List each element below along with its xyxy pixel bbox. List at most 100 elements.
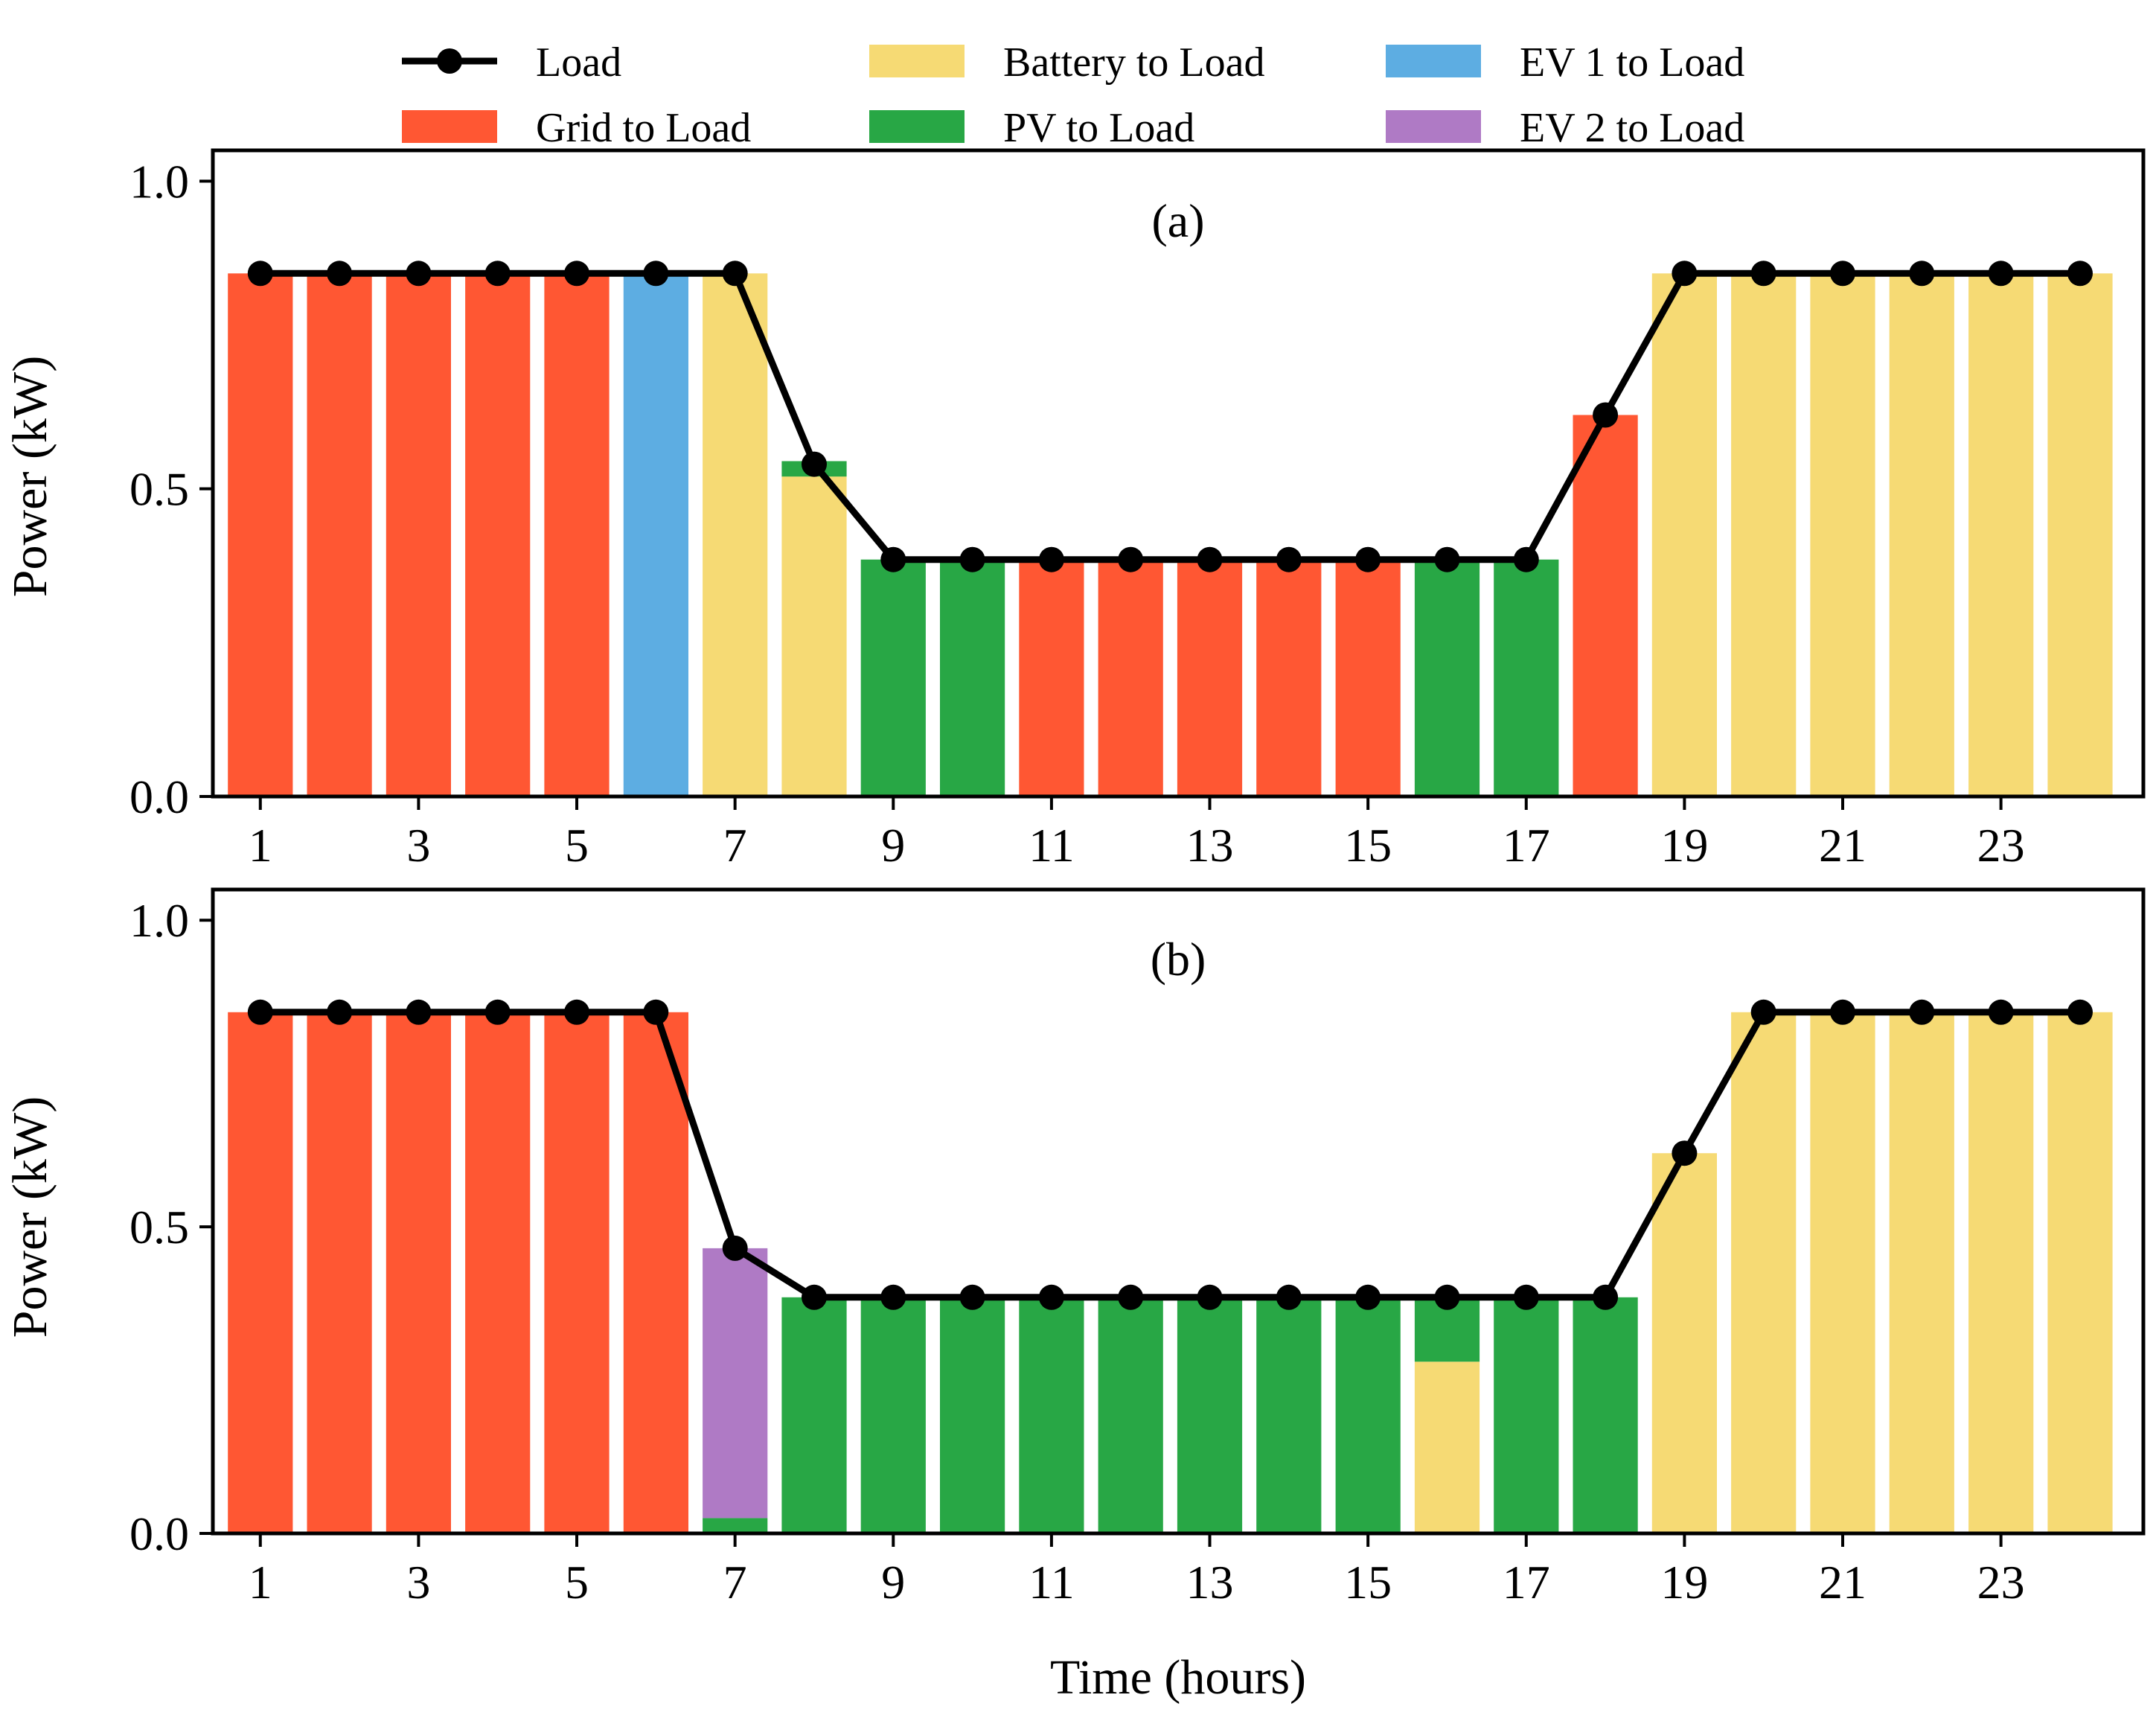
y-tick-label-a-0.5: 0.5 [129, 463, 189, 516]
panel-b: Power (kW) (b) 0.00.51.01 3 5 7 9 11 13 15 17 19 2… [3, 887, 2146, 1609]
load-point-b-h18 [1593, 1284, 1619, 1310]
x-tick-label-b-7: 7 [723, 1556, 747, 1609]
bar-b-battery-h16 [1414, 1361, 1480, 1533]
load-point-a-h23 [1988, 261, 2014, 287]
bar-b-pv-h9 [860, 1297, 926, 1533]
load-point-b-h7 [722, 1235, 748, 1261]
load-point-b-h23 [1988, 999, 2014, 1025]
load-point-b-h4 [484, 999, 511, 1025]
load-point-a-h21 [1830, 261, 1855, 287]
x-tick-label-a-7: 7 [723, 819, 747, 872]
bar-a-grid-h5 [544, 273, 610, 796]
x-tick-label-b-5: 5 [565, 1556, 589, 1609]
bar-b-grid-h5 [544, 1012, 610, 1533]
bar-b-ev2-h7 [703, 1248, 768, 1519]
load-point-b-h3 [406, 999, 432, 1025]
load-point-a-h11 [1038, 546, 1064, 572]
load-point-b-h19 [1672, 1140, 1698, 1166]
legend-swatch-ev1 [1386, 45, 1481, 77]
bar-b-pv-h12 [1098, 1297, 1163, 1533]
x-tick-label-b-11: 11 [1029, 1556, 1075, 1609]
axes-frame-a [211, 148, 2146, 799]
load-point-a-h22 [1909, 261, 1935, 287]
bar-b-battery-h23 [1968, 1012, 2034, 1533]
bar-b-pv-h7 [703, 1518, 768, 1533]
load-point-a-h20 [1750, 261, 1776, 287]
x-tick-label-a-23: 23 [1977, 819, 2025, 872]
x-tick-label-b-19: 19 [1660, 1556, 1708, 1609]
bar-a-grid-h13 [1177, 559, 1243, 796]
bar-a-pv-h17 [1494, 559, 1559, 796]
load-point-a-h4 [484, 261, 511, 287]
bar-a-battery-h8 [781, 476, 847, 796]
bar-a-battery-h24 [2047, 273, 2113, 796]
load-point-b-h14 [1276, 1284, 1302, 1310]
x-tick-label-a-9: 9 [881, 819, 905, 872]
load-point-b-h1 [247, 999, 273, 1025]
bar-a-ev1-h6 [623, 273, 688, 796]
x-tick-label-b-21: 21 [1819, 1556, 1866, 1609]
y-tick-label-b-0.5: 0.5 [129, 1201, 189, 1254]
legend-label-ev2: EV 2 to Load [1520, 105, 1744, 151]
x-tick-label-a-21: 21 [1819, 819, 1866, 872]
x-tick-label-a-3: 3 [406, 819, 430, 872]
bar-a-pv-h16 [1414, 559, 1480, 796]
panel-label-a: (a) [1151, 194, 1204, 247]
x-tick-label-b-13: 13 [1186, 1556, 1234, 1609]
legend-swatch-battery [869, 45, 965, 77]
legend-swatch-pv [869, 110, 965, 143]
load-point-a-h13 [1197, 546, 1223, 572]
x-tick-label-a-13: 13 [1186, 819, 1234, 872]
load-point-a-h9 [880, 546, 906, 572]
load-point-a-h5 [564, 261, 589, 287]
load-point-a-h24 [2067, 261, 2093, 287]
x-tick-label-b-23: 23 [1977, 1556, 2025, 1609]
bar-b-pv-h13 [1177, 1297, 1243, 1533]
load-point-a-h3 [406, 261, 432, 287]
load-point-b-h21 [1830, 999, 1855, 1025]
bar-b-pv-h14 [1256, 1297, 1322, 1533]
bar-a-grid-h1 [228, 273, 293, 796]
load-point-a-h16 [1434, 546, 1460, 572]
load-point-b-h12 [1118, 1284, 1144, 1310]
bar-a-grid-h14 [1256, 559, 1322, 796]
panel-label-b: (b) [1151, 933, 1206, 986]
bar-b-pv-h8 [781, 1297, 847, 1533]
bar-b-battery-h19 [1651, 1153, 1717, 1533]
load-point-a-h10 [959, 546, 985, 572]
load-point-b-h16 [1434, 1284, 1460, 1310]
x-tick-label-a-19: 19 [1660, 819, 1708, 872]
bar-b-grid-h6 [623, 1012, 688, 1533]
x-tick-label-b-1: 1 [249, 1556, 272, 1609]
load-point-a-h17 [1513, 546, 1539, 572]
bar-a-grid-h3 [386, 273, 451, 796]
bar-a-grid-h4 [465, 273, 531, 796]
legend-label-battery: Battery to Load [1003, 39, 1264, 86]
legend-marker-load [437, 48, 462, 74]
load-line-a [260, 269, 2080, 563]
y-tick-label-b-0.0: 0.0 [129, 1507, 189, 1560]
x-axis-label: Time (hours) [1050, 1650, 1306, 1705]
bar-b-grid-h3 [386, 1012, 451, 1533]
y-tick-label-a-1.0: 1.0 [129, 155, 189, 208]
x-tick-label-a-17: 17 [1503, 819, 1550, 872]
load-point-a-h14 [1276, 546, 1302, 572]
x-tick-label-a-11: 11 [1029, 819, 1075, 872]
bar-b-battery-h24 [2047, 1012, 2113, 1533]
bar-b-grid-h4 [465, 1012, 531, 1533]
legend-swatch-ev2 [1386, 110, 1481, 143]
load-point-b-h5 [564, 999, 589, 1025]
legend-label-pv: PV to Load [1003, 105, 1194, 151]
bar-a-battery-h21 [1810, 273, 1875, 796]
bar-a-grid-h15 [1335, 559, 1401, 796]
load-point-b-h22 [1909, 999, 1935, 1025]
load-point-a-h18 [1593, 402, 1619, 428]
load-point-b-h8 [802, 1284, 827, 1310]
bar-b-battery-h20 [1731, 1012, 1797, 1533]
load-point-a-h12 [1118, 546, 1144, 572]
load-point-b-h13 [1197, 1284, 1223, 1310]
load-point-a-h8 [802, 451, 827, 477]
x-tick-label-b-3: 3 [406, 1556, 430, 1609]
bar-b-pv-h11 [1019, 1297, 1084, 1533]
